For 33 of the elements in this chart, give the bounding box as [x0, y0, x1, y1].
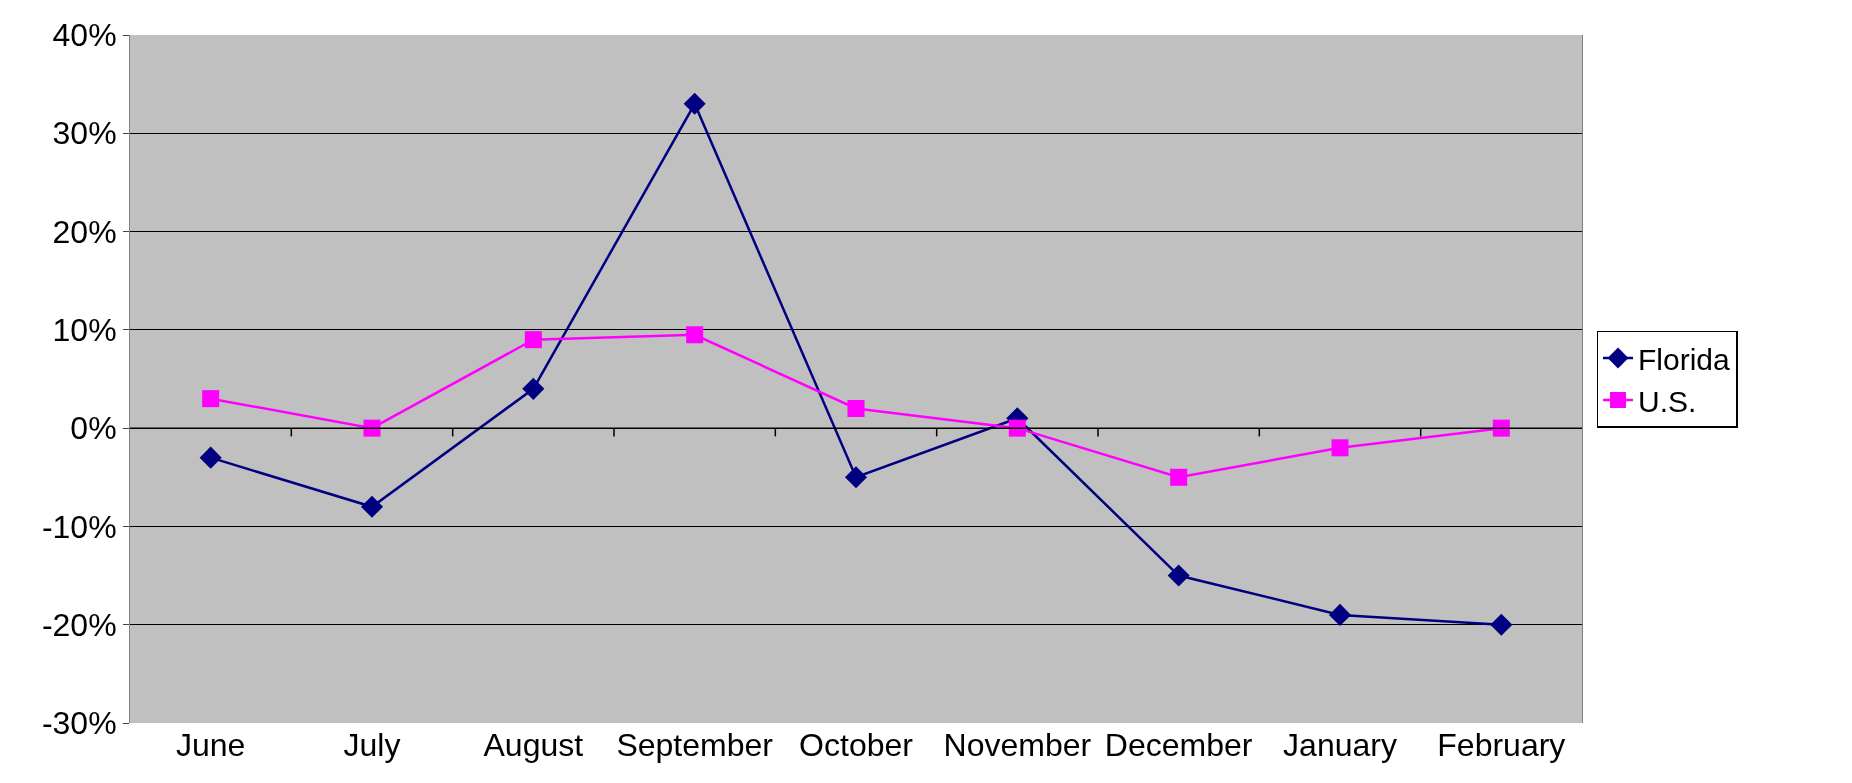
point [522, 377, 545, 400]
x-tick-label: December [1104, 727, 1253, 763]
x-tick-label: October [799, 727, 914, 763]
x-tick-label: February [1437, 727, 1566, 763]
y-tick-label: 40% [52, 17, 117, 54]
legend-label: U.S. [1638, 384, 1697, 418]
y-tick-label: 0% [70, 410, 117, 447]
y-tick-label: 30% [52, 115, 117, 152]
y-tick-label: -30% [41, 705, 117, 742]
x-tick-label: July [343, 727, 401, 763]
point [844, 466, 868, 489]
point [202, 390, 220, 408]
x-tick-label: August [483, 727, 584, 763]
point [524, 331, 542, 349]
x-tick-label: September [616, 727, 774, 763]
point [1328, 603, 1352, 626]
point [683, 92, 706, 115]
x-tick-label: November [943, 727, 1092, 763]
point [1170, 468, 1188, 486]
y-tick-label: -20% [41, 606, 117, 643]
legend-label: Florida [1638, 342, 1731, 376]
point [1490, 613, 1513, 636]
point [1167, 564, 1190, 587]
y-tick-label: 10% [52, 312, 117, 349]
point [686, 326, 704, 344]
point [847, 399, 865, 417]
point [199, 446, 222, 469]
y-tick-label: -10% [41, 508, 117, 545]
point [360, 495, 384, 518]
point [1331, 439, 1349, 457]
x-tick-label: January [1283, 727, 1397, 763]
y-tick-label: 20% [52, 213, 117, 250]
x-tick-label: June [175, 727, 246, 763]
